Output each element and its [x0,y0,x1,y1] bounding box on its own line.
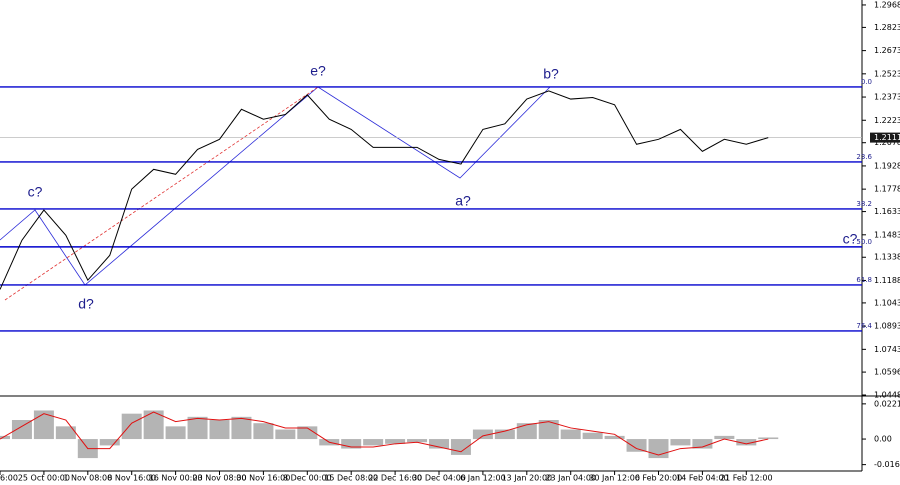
x-tick-label: 13 Jan 20:00 [501,474,552,483]
macd-bar [516,423,537,440]
macd-bar [429,439,449,449]
y-tick-label: 1.0448 [874,391,900,400]
macd-bar [407,439,428,443]
current-price-box [870,132,900,143]
y-tick-label: 1.2673 [874,46,900,55]
x-tick-label: 16 Nov 00:00 [149,474,203,483]
fib-label: 38.2 [856,200,872,208]
y-tick-label: 1.2223 [874,116,900,125]
x-tick-label: 15 Dec 08:00 [324,474,378,483]
y-tick-label: 1.2823 [874,23,900,32]
wave-label: e? [310,63,326,79]
y-tick-label: 1.1483 [874,230,900,239]
y-tick-label: 1.1188 [874,276,900,285]
trend-line [4,86,319,301]
y-tick-label: 1.0743 [874,345,900,354]
macd-tick-label: 0.00 [874,435,892,444]
macd-bar [99,439,120,446]
y-tick-label: 1.2373 [874,93,900,102]
x-tick-label: 6:00 [0,474,18,483]
macd-bar [538,420,559,440]
macd-bar [758,437,779,440]
macd-bar [560,429,581,440]
y-tick-label: 1.1928 [874,161,900,170]
y-tick-label: 1.2078 [874,138,900,147]
x-tick-label: 23 Nov 08:00 [193,474,247,483]
macd-bar [670,439,691,446]
macd-tick-label: -0.01611 [874,460,900,469]
x-tick-label: 8 Nov 16:00 [107,474,156,483]
y-tick-label: 1.1778 [874,185,900,194]
wave-lines [0,86,551,286]
fib-label: 76.4 [856,322,872,330]
macd-bar [275,429,296,440]
macd-bar [33,410,54,440]
fib-label: 61.8 [856,276,872,284]
macd-signal [0,411,769,456]
macd-bar [341,439,362,449]
y-tick-label: 1.1043 [874,298,900,307]
macd-bar [494,429,515,440]
y-tick-label: 1.2523 [874,69,900,78]
macd-bar [604,435,625,440]
macd-bar [121,413,142,440]
x-tick-label: 6 Jan 12:00 [460,474,506,483]
x-tick-label: 21 Feb 12:00 [720,474,772,483]
y-tick-label: 1.0596 [874,368,900,377]
price-line [0,90,769,290]
macd-bar [55,426,76,440]
macd-bar [472,429,493,440]
macd-bar [363,439,384,446]
wave-label: d? [78,296,94,312]
x-tick-label: 22 Dec 16:00 [368,474,422,483]
current-price-label: 1.2111 [874,133,900,142]
macd-bar [0,435,10,440]
wave-label: a? [455,193,471,209]
x-tick-label: 6 Feb 20:00 [635,474,682,483]
macd-tick-label: 0.02218 [874,399,900,408]
x-tick-label: 14 Feb 04:00 [676,474,728,483]
macd-bar [736,439,757,446]
x-tick-label: 30 Nov 16:00 [236,474,290,483]
macd-bar [187,416,208,440]
y-tick-label: 1.2968 [874,0,900,9]
macd-bar [209,420,230,440]
fib-label: 50.0 [856,238,872,246]
wave-label: b? [543,66,559,82]
macd-bar [165,426,186,440]
x-tick-label: 25 Oct 00:00 [18,474,70,483]
macd-bar [11,420,32,440]
macd-bar [297,426,318,440]
macd-bar [385,439,406,444]
macd-bar [692,439,713,449]
macd-bar [253,423,274,440]
wave-label: c? [843,231,858,247]
x-tick-label: 30 Dec 04:00 [412,474,466,483]
y-tick-label: 1.1633 [874,207,900,216]
x-tick-label: 1 Nov 08:00 [63,474,112,483]
macd-bar [626,439,647,452]
fib-label: 23.6 [856,153,872,161]
y-tick-label: 1.1338 [874,253,900,262]
y-tick-label: 1.0893 [874,322,900,331]
x-tick-label: 23 Jan 04:00 [545,474,596,483]
macd-bar [582,432,603,440]
macd-bar [714,435,735,440]
fib-label: 0.0 [861,78,872,86]
macd-bar [231,416,252,440]
x-tick-label: 8 Dec 00:00 [283,474,332,483]
wave-label: c? [28,184,43,200]
x-tick-label: 30 Jan 12:00 [589,474,640,483]
macd-bar [143,410,164,440]
